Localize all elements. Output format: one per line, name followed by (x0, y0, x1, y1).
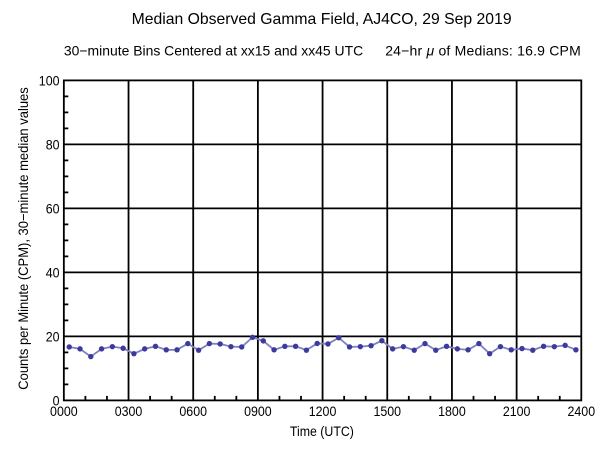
svg-text:Median Observed Gamma Field, A: Median Observed Gamma Field, AJ4CO, 29 S… (132, 11, 512, 28)
svg-text:2400: 2400 (568, 403, 596, 419)
svg-text:0300: 0300 (115, 403, 143, 419)
svg-text:20: 20 (46, 328, 60, 344)
svg-text:0: 0 (53, 392, 60, 408)
svg-text:30−minute Bins Centered at xx1: 30−minute Bins Centered at xx15 and xx45… (64, 43, 363, 59)
svg-text:1500: 1500 (373, 403, 401, 419)
svg-text:Counts per Minute (CPM), 30−mi: Counts per Minute (CPM), 30−minute media… (15, 87, 31, 390)
svg-text:100: 100 (39, 72, 60, 88)
svg-text:2100: 2100 (503, 403, 531, 419)
svg-text:60: 60 (46, 200, 60, 216)
svg-text:Time (UTC): Time (UTC) (290, 423, 354, 439)
svg-text:0600: 0600 (179, 403, 207, 419)
svg-text:0900: 0900 (244, 403, 272, 419)
svg-text:24−hr μ of Medians: 16.9 CPM: 24−hr μ of Medians: 16.9 CPM (385, 43, 581, 59)
svg-text:40: 40 (46, 264, 60, 280)
svg-text:80: 80 (46, 136, 60, 152)
svg-text:0000: 0000 (50, 403, 78, 419)
svg-text:1800: 1800 (438, 403, 466, 419)
svg-text:1200: 1200 (309, 403, 337, 419)
